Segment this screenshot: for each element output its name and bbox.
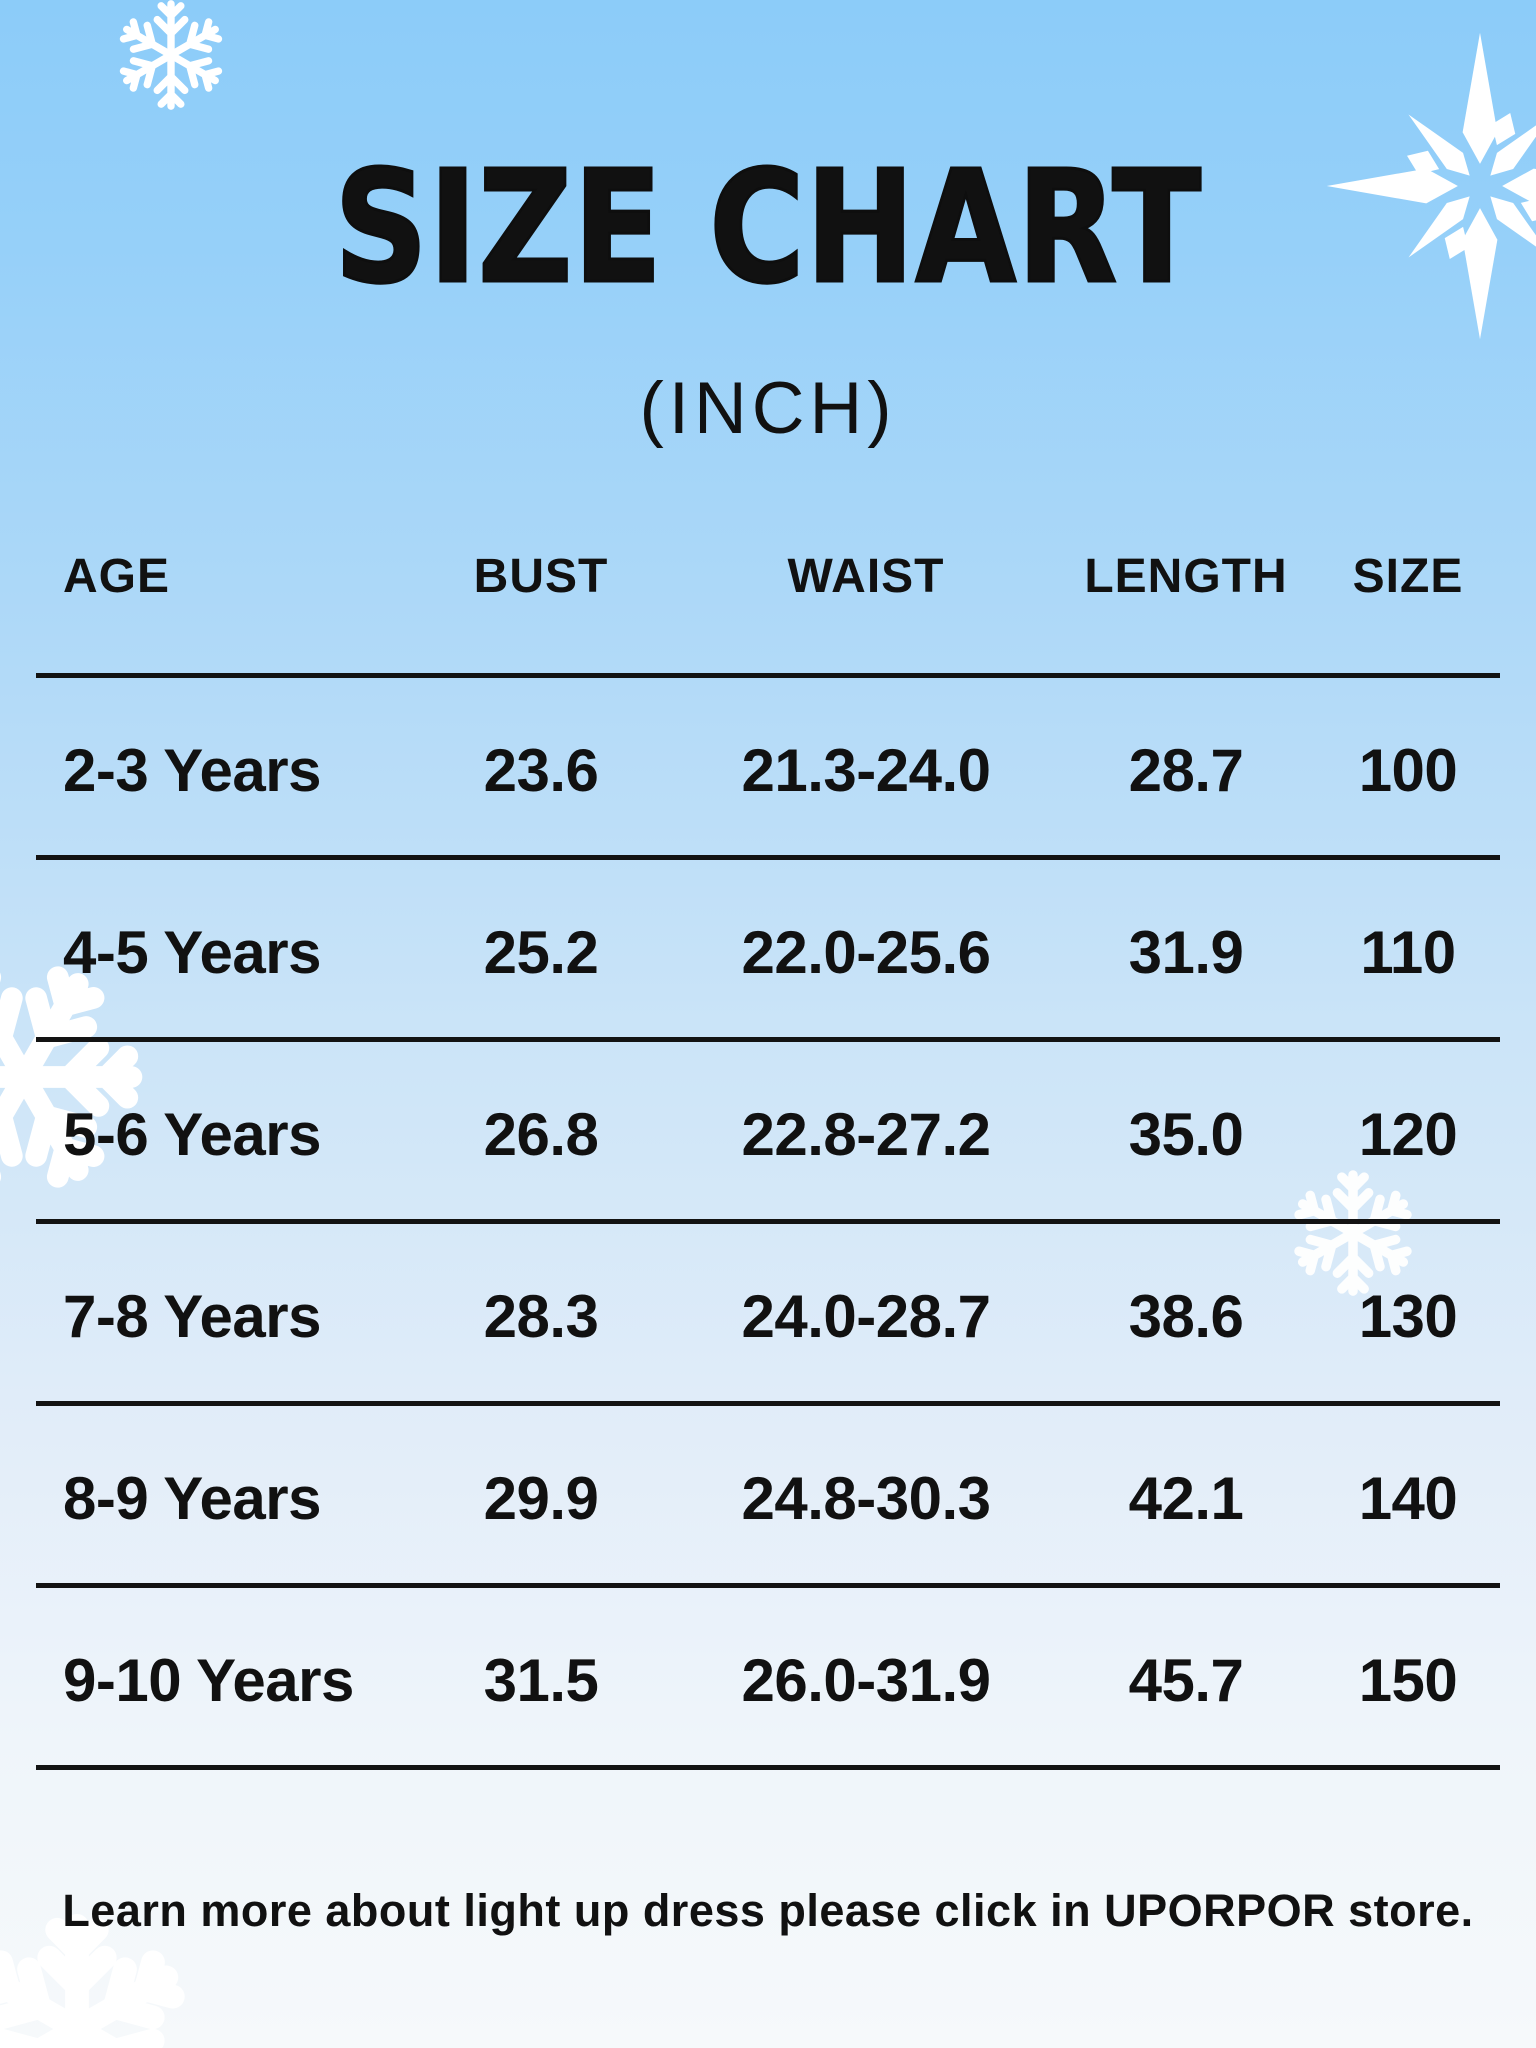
table-row: 4-5 Years 25.2 22.0-25.6 31.9 110 xyxy=(36,860,1500,1042)
waist-cell: 21.3-24.0 xyxy=(741,737,991,804)
length-cell: 35.0 xyxy=(1128,1101,1244,1168)
column-header-length: LENGTH xyxy=(1084,550,1288,603)
column-header-bust: BUST xyxy=(473,550,609,603)
bust-cell: 29.9 xyxy=(483,1465,599,1532)
waist-cell: 24.8-30.3 xyxy=(741,1465,991,1532)
store-note: Learn more about light up dress please c… xyxy=(62,1885,1474,1936)
age-cell: 4-5 Years xyxy=(63,919,321,986)
length-cell: 31.9 xyxy=(1128,919,1244,986)
bust-cell: 31.5 xyxy=(483,1647,599,1714)
table-row: 9-10 Years 31.5 26.0-31.9 45.7 150 xyxy=(36,1588,1500,1770)
size-cell: 110 xyxy=(1360,919,1456,986)
bust-cell: 23.6 xyxy=(483,737,599,804)
unit-subtitle: (INCH) xyxy=(639,368,897,449)
size-cell: 150 xyxy=(1358,1647,1458,1714)
table-row: 7-8 Years 28.3 24.0-28.7 38.6 130 xyxy=(36,1224,1500,1406)
age-cell: 2-3 Years xyxy=(63,737,321,804)
bust-cell: 28.3 xyxy=(483,1283,599,1350)
waist-cell: 24.0-28.7 xyxy=(741,1283,991,1350)
age-cell: 5-6 Years xyxy=(63,1101,321,1168)
bust-cell: 26.8 xyxy=(483,1101,599,1168)
length-cell: 38.6 xyxy=(1128,1283,1244,1350)
bust-cell: 25.2 xyxy=(483,919,599,986)
size-cell: 140 xyxy=(1358,1465,1458,1532)
size-table: AGE BUST WAIST LENGTH SIZE 2-3 Years 23.… xyxy=(36,540,1500,1770)
table-header-row: AGE BUST WAIST LENGTH SIZE xyxy=(36,540,1500,678)
waist-cell: 22.0-25.6 xyxy=(741,919,991,986)
snowflake-icon xyxy=(112,0,230,114)
column-header-age: AGE xyxy=(63,550,171,603)
page-title: SIZE CHART xyxy=(333,137,1202,318)
length-cell: 42.1 xyxy=(1128,1465,1244,1532)
column-header-size: SIZE xyxy=(1352,550,1464,603)
table-row: 2-3 Years 23.6 21.3-24.0 28.7 100 xyxy=(36,678,1500,860)
waist-cell: 26.0-31.9 xyxy=(741,1647,991,1714)
age-cell: 9-10 Years xyxy=(63,1647,354,1714)
age-cell: 8-9 Years xyxy=(63,1465,321,1532)
table-row: 8-9 Years 29.9 24.8-30.3 42.1 140 xyxy=(36,1406,1500,1588)
size-cell: 130 xyxy=(1358,1283,1458,1350)
length-cell: 28.7 xyxy=(1128,737,1244,804)
table-row: 5-6 Years 26.8 22.8-27.2 35.0 120 xyxy=(36,1042,1500,1224)
size-cell: 100 xyxy=(1358,737,1458,804)
waist-cell: 22.8-27.2 xyxy=(741,1101,991,1168)
length-cell: 45.7 xyxy=(1128,1647,1244,1714)
size-cell: 120 xyxy=(1358,1101,1458,1168)
column-header-waist: WAIST xyxy=(787,550,945,603)
age-cell: 7-8 Years xyxy=(63,1283,321,1350)
